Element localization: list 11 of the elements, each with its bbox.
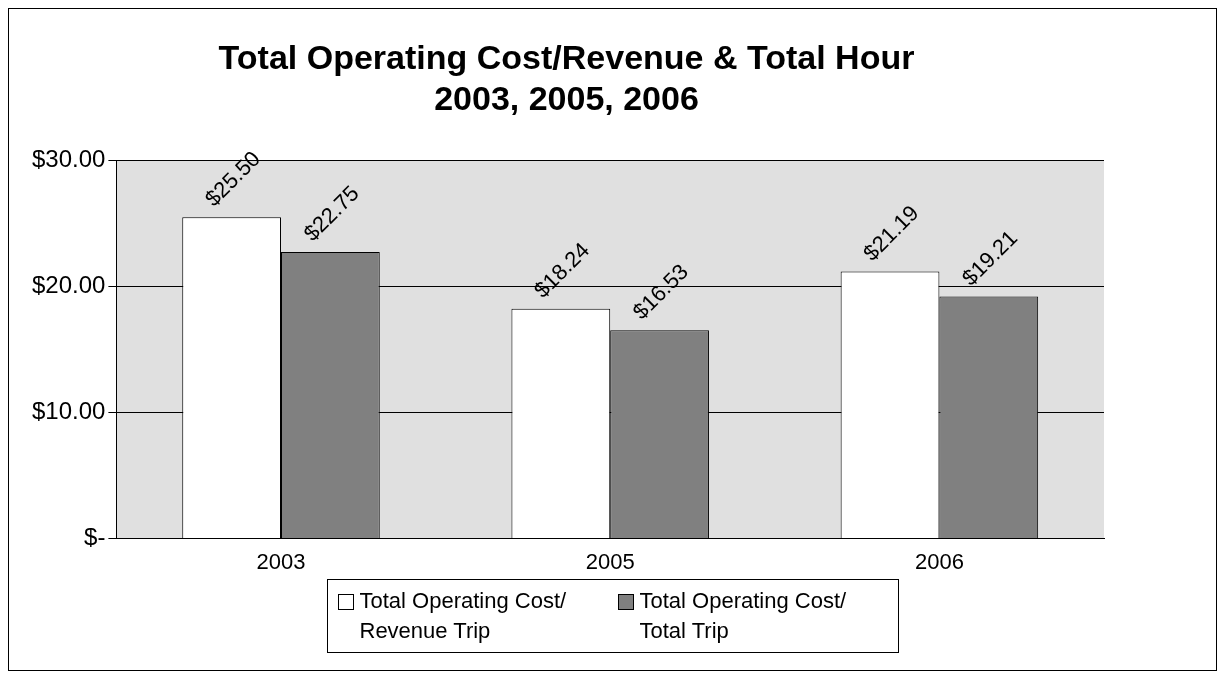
- legend-label: Total Operating Cost/ Total Trip: [639, 587, 848, 645]
- legend-label: Total Operating Cost/ Revenue Trip: [359, 587, 568, 645]
- y-tick-label: $20.00: [32, 271, 106, 299]
- x-tick-label: 2005: [585, 548, 635, 574]
- y-tick-label: $-: [84, 523, 106, 551]
- y-tick-label: $30.00: [32, 145, 106, 173]
- chart-subtitle: 2003, 2005, 2006: [434, 78, 699, 117]
- x-tick-label: 2003: [256, 548, 306, 574]
- y-tick-label: $10.00: [32, 397, 106, 425]
- x-tick-label: 2006: [914, 548, 964, 574]
- chart-title: Total Operating Cost/Revenue & Total Hour: [218, 37, 915, 76]
